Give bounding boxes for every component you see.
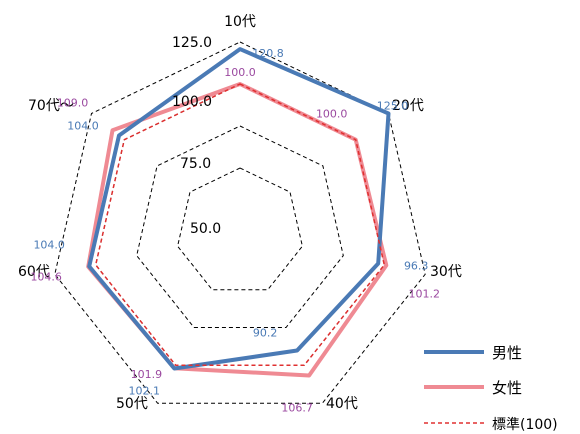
series-line-male [87,47,391,371]
data-label-female-6: 109.0 [57,96,89,109]
series-line-standard [94,83,386,367]
category-labels: 10代 20代 30代 40代 50代 60代 70代～ [18,14,462,412]
category-label-10s: 10代 [224,14,256,30]
data-label-male-0: 120.8 [252,47,284,60]
legend-label-female: 女性 [492,379,522,397]
category-label-40s: 40代 [326,396,358,412]
category-label-60s: 60代 [18,264,50,280]
category-label-30s: 30代 [430,264,462,280]
data-label-male-2: 96.3 [404,260,429,273]
tick-label-100: 100.0 [172,94,212,110]
grid-ring-50 [177,167,303,291]
legend: 男性 女性 標準(100) [424,344,558,433]
data-label-male-4: 102.1 [129,385,161,398]
legend-label-standard: 標準(100) [492,417,558,433]
series-layer [86,47,391,378]
grid-ring-125 [54,41,426,404]
data-label-female-0: 100.0 [224,66,256,79]
tick-labels: 50.0 75.0 100.0 125.0 [172,35,221,237]
data-label-female-2: 101.2 [409,287,441,300]
category-label-50s: 50代 [116,396,148,412]
legend-label-male: 男性 [492,344,522,362]
radar-grid [54,41,426,404]
data-label-male-6: 104.0 [67,120,99,133]
data-labels: 120.8 125.0 96.3 90.2 102.1 104.0 104.0 100.0 10… [30,47,440,414]
data-label-male-5: 104.0 [33,238,65,251]
data-label-female-1: 100.0 [316,108,348,121]
category-label-20s: 20代 [392,98,424,114]
tick-label-75: 75.0 [180,156,211,172]
grid-ring-75 [136,125,344,328]
category-label-70s: 70代～ [28,98,74,114]
data-label-female-5: 104.6 [30,271,62,284]
data-label-male-3: 90.2 [253,327,278,340]
tick-label-125: 125.0 [172,35,212,51]
data-label-female-3: 106.7 [281,402,313,415]
data-label-female-4: 101.9 [131,368,163,381]
tick-label-50: 50.0 [190,221,221,237]
data-label-male-1: 125.0 [377,100,409,113]
